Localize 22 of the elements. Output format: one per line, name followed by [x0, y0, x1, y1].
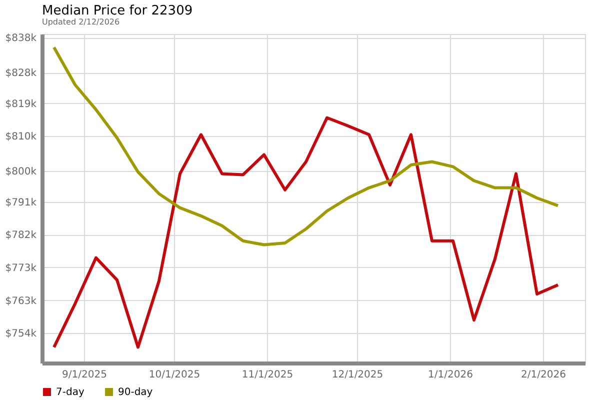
y-tick-label: $819k [5, 98, 37, 110]
y-tick-label: $810k [5, 132, 37, 143]
y-tick-label: $800k [5, 166, 37, 178]
line-series [52, 46, 560, 246]
x-tick-label: 2/1/2026 [521, 370, 566, 380]
y-tick-label: $838k [5, 33, 37, 44]
x-tick-label: 12/1/2025 [332, 370, 384, 380]
y-tick-label: $754k [5, 328, 37, 340]
x-tick-label: 11/1/2025 [242, 370, 294, 380]
y-tick-label: $828k [5, 68, 37, 80]
y-tick-label: $763k [5, 296, 37, 307]
x-tick-label: 1/1/2026 [428, 370, 473, 380]
chart-title: Median Price for 22309 [42, 4, 193, 19]
chart-subtitle: Updated 2/12/2026 [42, 18, 120, 27]
legend-label: 7-day [56, 387, 84, 398]
y-tick-label: $791k [5, 197, 37, 208]
legend-label: 90-day [118, 387, 153, 398]
y-tick-label: $782k [5, 230, 37, 242]
line-series [52, 116, 560, 349]
x-tick-label: 9/1/2025 [62, 370, 107, 380]
x-tick-label: 10/1/2025 [148, 370, 200, 380]
y-tick-label: $773k [5, 262, 37, 274]
